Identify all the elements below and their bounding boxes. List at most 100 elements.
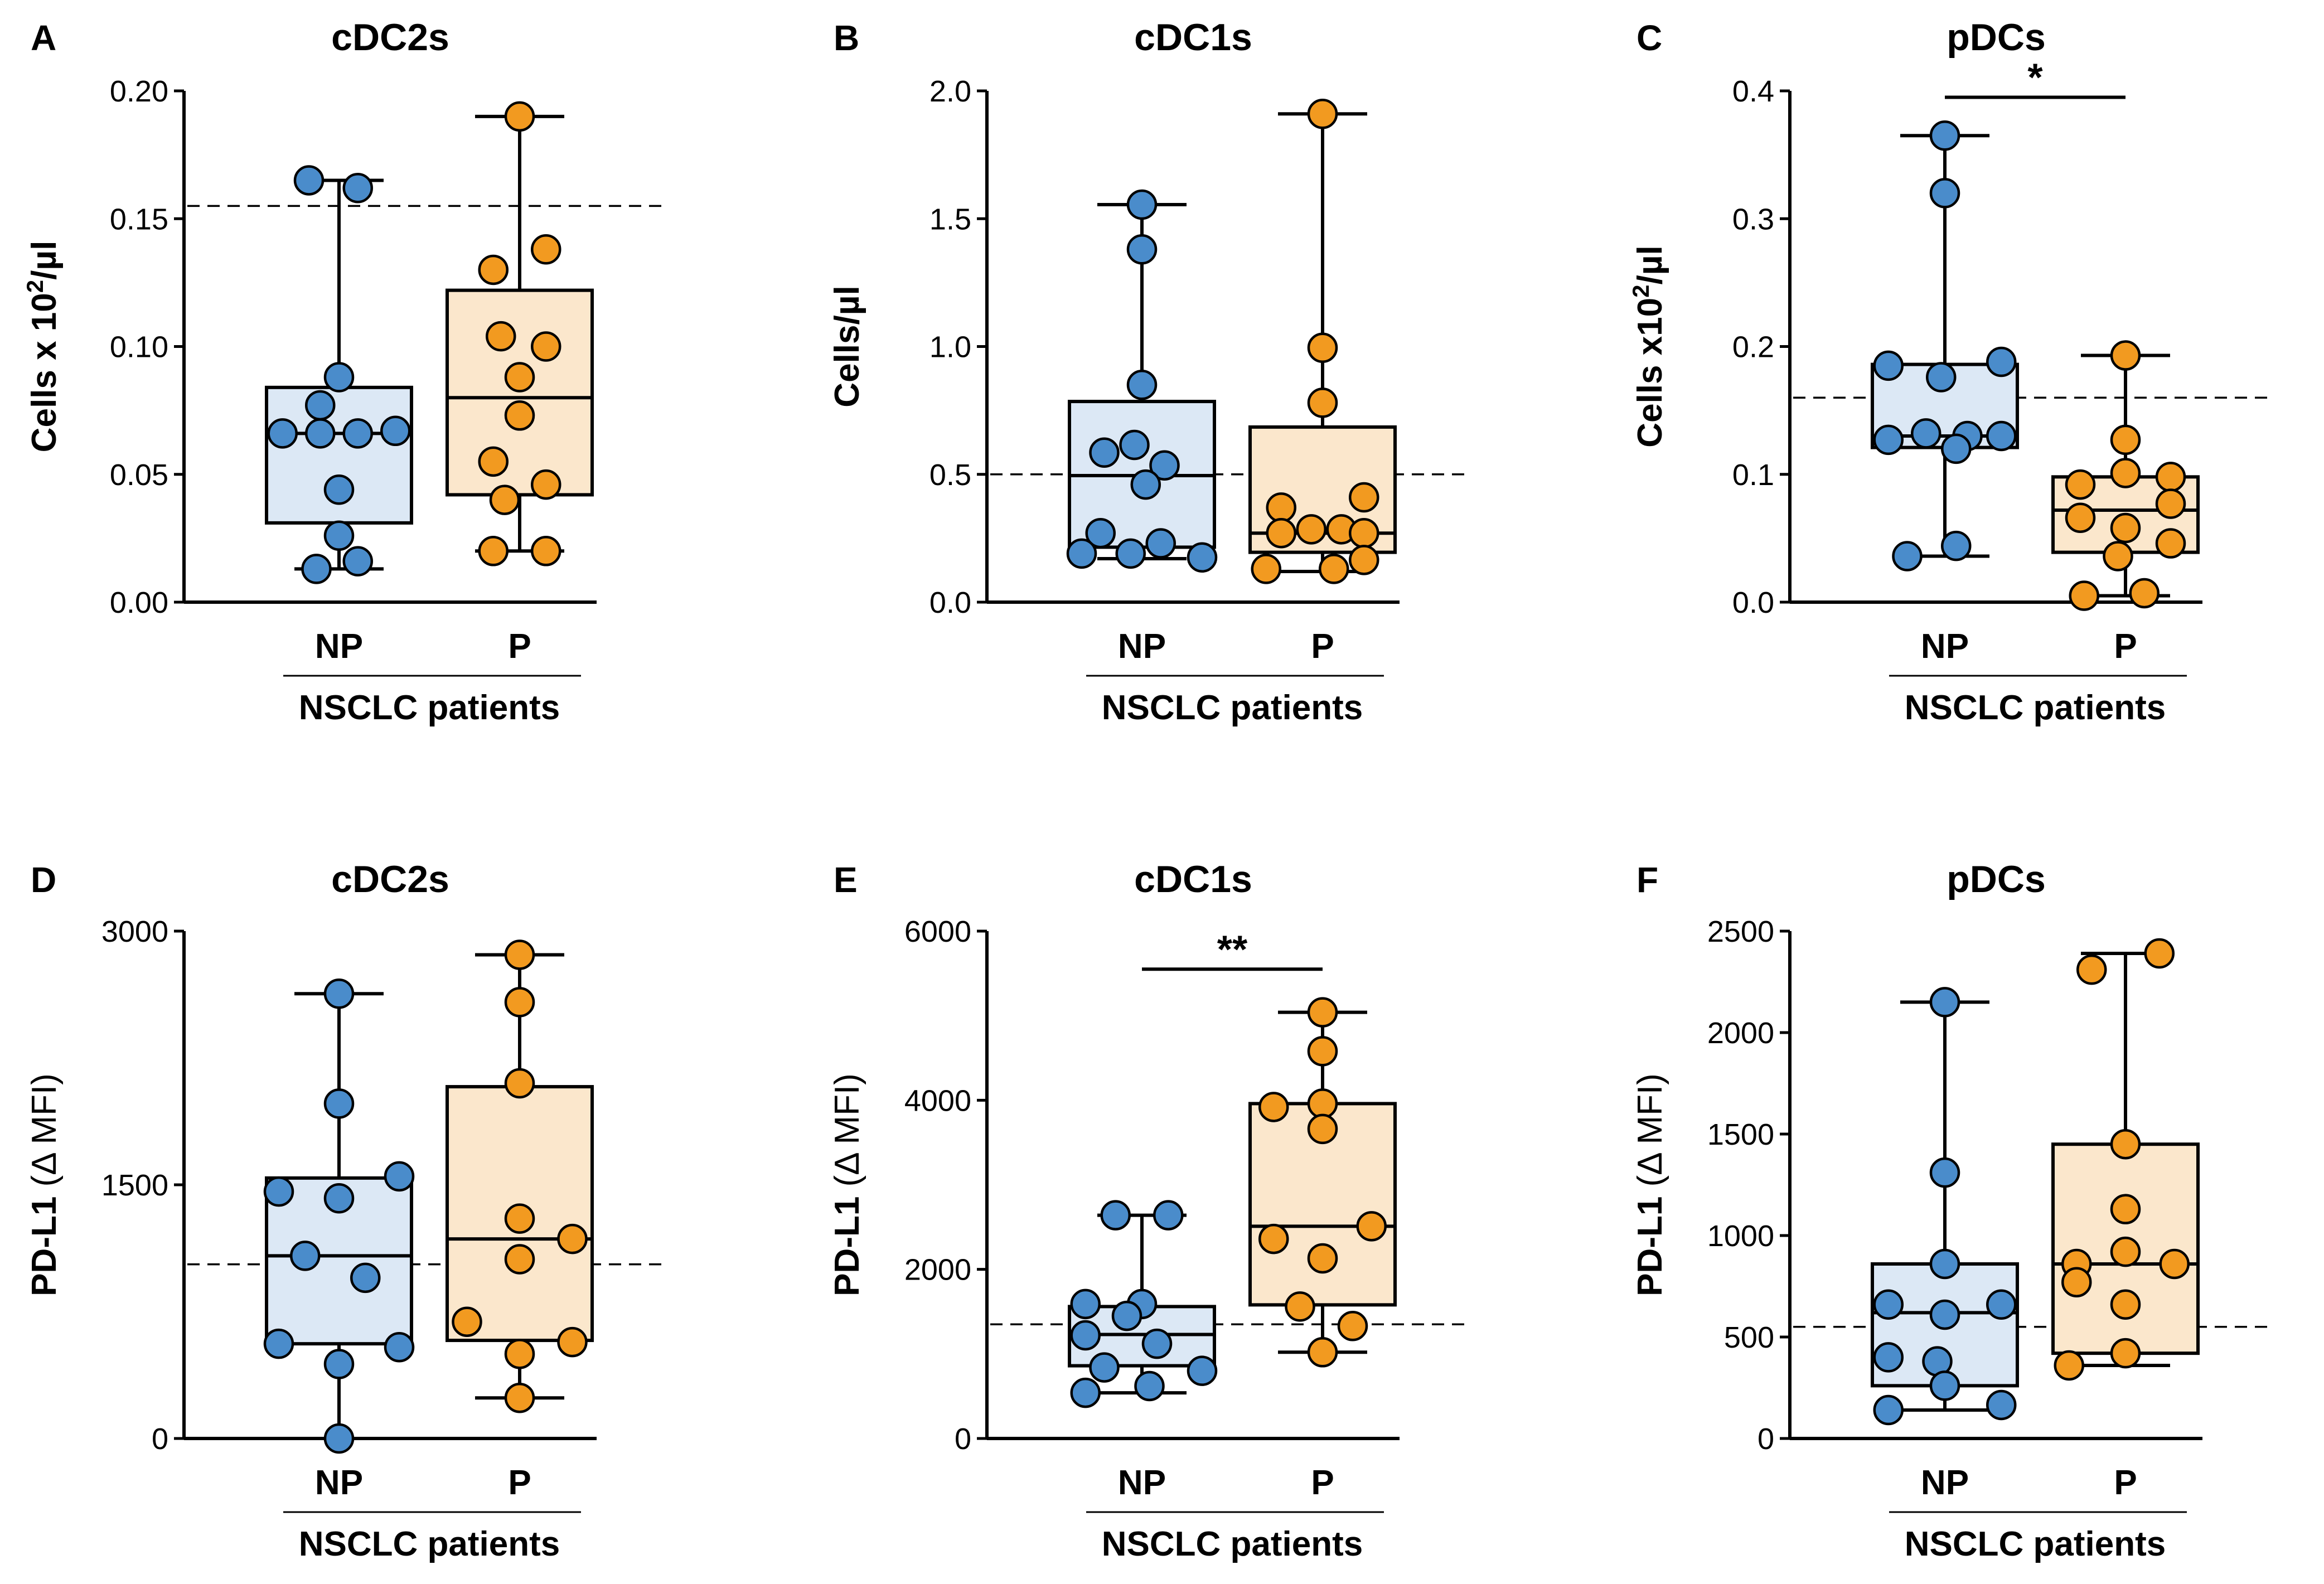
- data-point: [504, 400, 535, 431]
- data-point: [2110, 1194, 2141, 1224]
- y-tick-label: 0.10: [110, 331, 168, 364]
- y-tick-label: 4000: [904, 1084, 971, 1117]
- y-tick-label: 0: [1757, 1422, 1774, 1456]
- y-tick-label: 2000: [1707, 1016, 1774, 1050]
- y-tick-label: 0.5: [929, 458, 971, 492]
- data-point: [2110, 1128, 2141, 1160]
- data-point: [1126, 234, 1158, 265]
- data-point: [2110, 458, 2141, 488]
- data-point: [384, 1161, 415, 1192]
- data-point: [323, 1088, 355, 1119]
- group-label: NSCLC patients: [1102, 689, 1363, 727]
- data-point: [478, 536, 509, 566]
- panel-letter: E: [834, 860, 858, 900]
- y-tick-label: 0.05: [110, 458, 168, 492]
- y-axis-label-unit: (Δ MFI): [25, 1073, 64, 1196]
- data-point: [1100, 1200, 1131, 1231]
- data-point: [1115, 538, 1146, 569]
- y-tick-label: 0.00: [110, 586, 168, 619]
- panel-title: cDC2s: [331, 858, 449, 900]
- data-point: [1349, 482, 1379, 513]
- data-point: [2110, 340, 2141, 371]
- panel-title: pDCs: [1947, 858, 2046, 900]
- category-label-p: P: [1311, 1464, 1334, 1502]
- data-point: [290, 1241, 321, 1271]
- data-point: [263, 1328, 294, 1359]
- data-point: [2054, 1350, 2084, 1381]
- data-point: [1296, 514, 1326, 545]
- y-axis-label: Cells x 102/µl: [22, 241, 64, 453]
- data-point: [1986, 1389, 2017, 1421]
- data-point: [1941, 433, 1972, 464]
- y-axis-label-main: PD-L1: [828, 1197, 866, 1296]
- data-point: [1307, 1113, 1338, 1145]
- series-np: [263, 978, 415, 1454]
- data-point: [1929, 120, 1960, 151]
- panel-title: cDC1s: [1134, 16, 1252, 59]
- y-axis-label: PD-L1 (Δ MFI): [828, 1073, 866, 1296]
- data-point: [1258, 1092, 1289, 1122]
- data-point: [1892, 541, 1923, 571]
- data-point: [557, 1326, 588, 1358]
- panel-title: cDC1s: [1134, 858, 1252, 900]
- data-point: [1307, 1337, 1338, 1368]
- data-point: [1929, 1248, 1960, 1280]
- panel-letter: C: [1637, 18, 1662, 58]
- data-point: [1070, 1320, 1101, 1351]
- data-point: [1929, 987, 1960, 1018]
- data-point: [2110, 1236, 2141, 1267]
- data-point: [452, 1306, 482, 1337]
- data-point: [531, 536, 561, 566]
- data-point: [1873, 350, 1904, 381]
- category-label-p: P: [508, 627, 531, 666]
- data-point: [1070, 1377, 1101, 1408]
- y-tick-label: 0.0: [929, 586, 971, 619]
- group-label: NSCLC patients: [299, 1525, 560, 1563]
- data-point: [1307, 1243, 1338, 1274]
- group-label: NSCLC patients: [1905, 689, 2166, 727]
- panel-letter: F: [1637, 860, 1658, 900]
- data-point: [323, 520, 355, 551]
- y-axis-label-unit: /µl: [1631, 245, 1669, 284]
- data-point: [1349, 545, 1379, 575]
- data-point: [1929, 1370, 1960, 1401]
- data-point: [342, 546, 373, 577]
- data-point: [1149, 450, 1180, 481]
- y-tick-label: 3000: [101, 915, 168, 948]
- data-point: [1929, 1157, 1960, 1188]
- y-axis-label-main: Cells x10: [1631, 298, 1669, 448]
- data-point: [1187, 542, 1218, 573]
- data-point: [1929, 178, 1960, 209]
- y-tick-label: 2000: [904, 1253, 971, 1287]
- data-point: [2159, 1248, 2190, 1280]
- data-point: [478, 254, 509, 285]
- series-p: [446, 101, 594, 566]
- y-tick-label: 0.20: [110, 75, 168, 108]
- data-point: [504, 1382, 535, 1413]
- series-np: [1066, 189, 1218, 573]
- data-point: [1986, 346, 2017, 377]
- data-point: [2129, 578, 2160, 609]
- data-point: [323, 1183, 355, 1214]
- data-point: [1307, 332, 1338, 364]
- data-point: [504, 362, 535, 393]
- group-label: NSCLC patients: [1905, 1525, 2166, 1563]
- data-point: [323, 1423, 355, 1454]
- data-point: [1145, 528, 1176, 559]
- series-np: [1068, 1200, 1218, 1408]
- data-point: [1926, 362, 1957, 393]
- data-point: [1307, 997, 1338, 1028]
- data-point: [2110, 1338, 2141, 1369]
- y-axis-label: PD-L1 (Δ MFI): [25, 1073, 64, 1296]
- data-point: [1941, 530, 1972, 561]
- data-point: [1089, 1352, 1120, 1383]
- y-tick-label: 1000: [1707, 1219, 1774, 1253]
- data-point: [350, 1262, 381, 1294]
- y-tick-label: 1500: [101, 1169, 168, 1202]
- category-label-p: P: [2114, 1464, 2137, 1502]
- data-point: [2110, 512, 2141, 544]
- series-p: [446, 939, 594, 1413]
